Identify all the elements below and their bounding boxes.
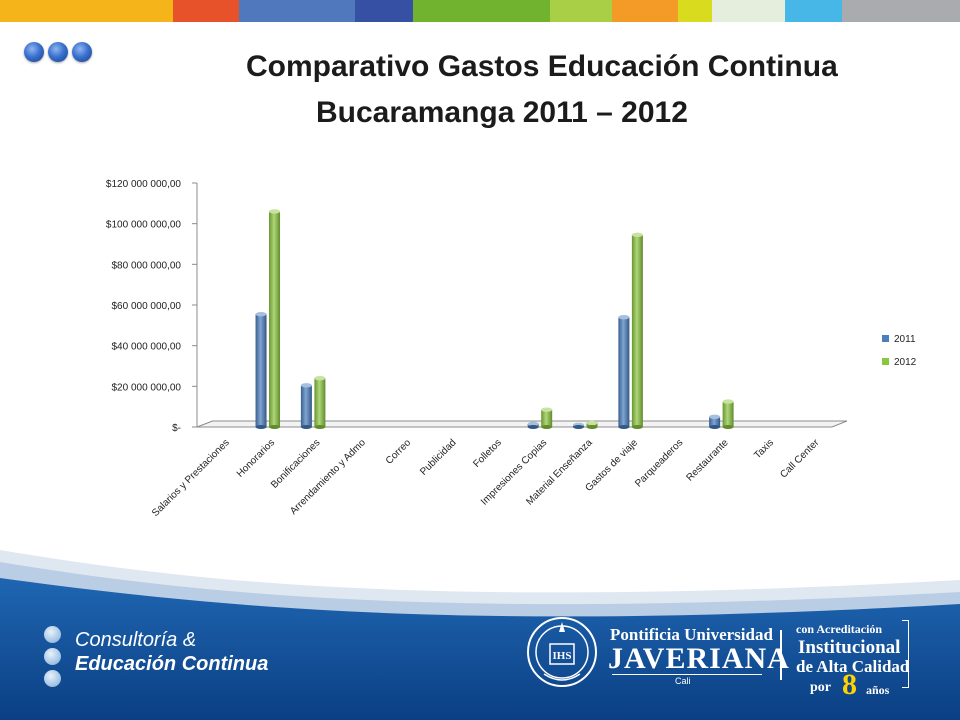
bar-2012 [314,376,326,429]
y-tick-label: $60 000 000,00 [111,301,181,312]
stripe-segment [413,0,550,22]
accreditation-years: años [866,683,890,697]
dot-icon [44,670,61,687]
y-tick-label: $80 000 000,00 [111,260,181,271]
stripe-segment [712,0,785,22]
slide-subtitle: Bucaramanga 2011 – 2012 [316,96,688,129]
x-tick-label: Taxis [752,437,776,461]
bar-2011 [255,311,267,429]
stripe-segment [239,0,355,22]
divider [780,630,782,680]
x-tick-label: Arrendamiento y Admo [288,437,368,517]
nav-dots [24,42,92,62]
x-tick-label: Parqueaderos [633,437,685,489]
stripe-segment [785,0,842,22]
accreditation-line1: con Acreditación [796,622,883,636]
x-tick-label: Restaurante [684,437,731,484]
accreditation-line2: Institucional [798,637,901,658]
legend-label: 2011 [894,334,916,345]
bar-2012 [541,407,553,429]
legend-label: 2012 [894,357,917,368]
bar-2012 [631,232,643,429]
stripe-segment [550,0,612,22]
slide-title: Comparativo Gastos Educación Continua [246,50,838,83]
dot-icon [44,648,61,665]
university-city: Cali [675,676,691,686]
legend-swatch [882,358,889,365]
bar-chart: $- $20 000 000,00 $40 000 000,00 $60 000 00… [106,179,917,519]
y-tick-label: $40 000 000,00 [111,342,181,353]
dot-icon [48,42,68,62]
brand-logo: Consultoría & Educación Continua [44,626,268,687]
x-tick-label: Call Center [778,437,822,481]
brand-line2: Educación Continua [75,653,269,675]
x-tick-label: Correo [384,437,414,467]
chart-floor [196,420,848,428]
footer-background [0,550,960,720]
stripe-segment [678,0,712,22]
stripe-segment [355,0,413,22]
stripe-segment [842,0,960,22]
stripe-segment [612,0,678,22]
accreditation-line3: de Alta Calidad [796,657,910,676]
color-stripe-bar [0,0,960,22]
accreditation-bracket [902,620,909,688]
dot-icon [24,42,44,62]
accreditation-por: por [810,680,831,695]
y-tick-label: $100 000 000,00 [106,220,182,231]
bar-2012 [269,209,281,429]
bar-2011 [573,422,585,429]
university-crest-icon: IHS [527,617,597,687]
bar-2011 [300,383,312,429]
y-tick-label: $20 000 000,00 [111,382,181,393]
stripe-segment [173,0,239,22]
x-tick-label: Honorarios [235,437,277,479]
bar-2011 [618,315,630,429]
accreditation-number: 8 [842,668,857,701]
bar-2011 [527,421,539,429]
svg-text:IHS: IHS [553,650,572,662]
y-tick-label: $- [172,423,181,434]
y-tick-label: $120 000 000,00 [106,179,182,190]
divider [612,674,762,675]
dot-icon [44,626,61,643]
legend-swatch [882,335,889,342]
stripe-segment [0,0,173,22]
bar-2012 [722,399,734,429]
brand-line1: Consultoría & [75,629,197,651]
university-name-line2: JAVERIANA [608,642,790,675]
x-tick-label: Salarios y Prestaciones [150,437,232,519]
dot-icon [72,42,92,62]
bar-2011 [709,414,721,429]
x-tick-label: Folletos [471,437,504,470]
university-name-line1: Pontificia Universidad [610,625,773,644]
bar-2012 [586,420,598,429]
x-tick-label: Publicidad [418,437,458,477]
